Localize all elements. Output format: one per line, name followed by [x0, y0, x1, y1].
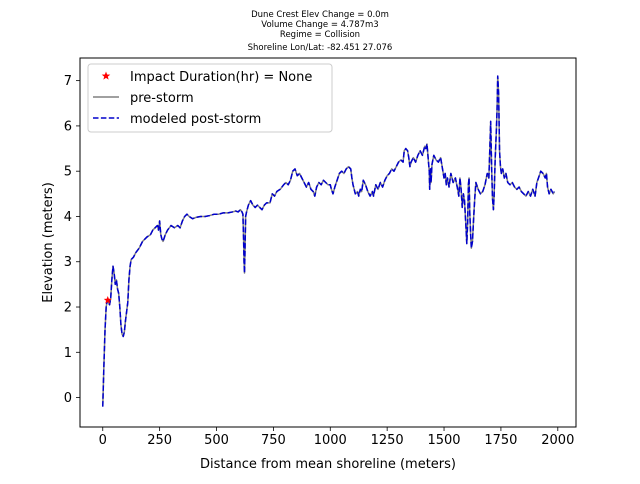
legend: Impact Duration(hr) = None pre-storm mod…: [87, 63, 333, 133]
plot-area-frame: [79, 57, 577, 428]
y-tick-label: 0: [64, 391, 72, 406]
series-line-modeled-post-storm: [102, 75, 556, 407]
title-line-shoreline-location: Shoreline Lon/Lat: -82.451 27.076: [248, 43, 393, 53]
y-tick-label: 3: [64, 255, 72, 270]
y-tick-label: 1: [64, 346, 72, 361]
x-tick-label: 1250: [371, 433, 404, 448]
x-tick-label: 750: [261, 433, 286, 448]
x-tick-label: 500: [204, 433, 229, 448]
impact-marker: [103, 296, 112, 304]
y-tick-label: 5: [64, 165, 72, 180]
legend-label-pre-storm: pre-storm: [130, 91, 194, 106]
x-tick-label: 250: [147, 433, 172, 448]
legend-frame: [87, 63, 333, 133]
series-layer: [102, 75, 556, 407]
y-axis: 0 1 2 3 4 5 6 7: [64, 74, 80, 406]
legend-impact-marker: [101, 71, 111, 80]
y-tick-label: 2: [64, 301, 72, 316]
marker-layer: [103, 296, 112, 304]
x-tick-label: 1500: [427, 433, 460, 448]
y-tick-label: 7: [64, 74, 72, 89]
x-tick-label: 1750: [484, 433, 517, 448]
title-line-volume-change: Volume Change = 4.787m3: [261, 20, 378, 30]
title-line-regime: Regime = Collision: [280, 30, 360, 40]
x-axis: 0 250 500 750 1000 1250 1500 1750 2000: [99, 427, 574, 448]
y-tick-label: 4: [64, 210, 72, 225]
y-axis-label: Elevation (meters): [41, 182, 56, 303]
title-line-crest-change: Dune Crest Elev Change = 0.0m: [251, 10, 389, 20]
legend-label-post-storm: modeled post-storm: [130, 112, 261, 127]
x-tick-label: 1000: [314, 433, 347, 448]
chart-title-block: Dune Crest Elev Change = 0.0m Volume Cha…: [248, 10, 393, 53]
legend-label-impact-duration: Impact Duration(hr) = None: [130, 70, 312, 85]
x-axis-label: Distance from mean shoreline (meters): [200, 457, 456, 472]
y-tick-label: 6: [64, 119, 72, 134]
x-tick-label: 0: [99, 433, 107, 448]
x-tick-label: 2000: [541, 433, 574, 448]
